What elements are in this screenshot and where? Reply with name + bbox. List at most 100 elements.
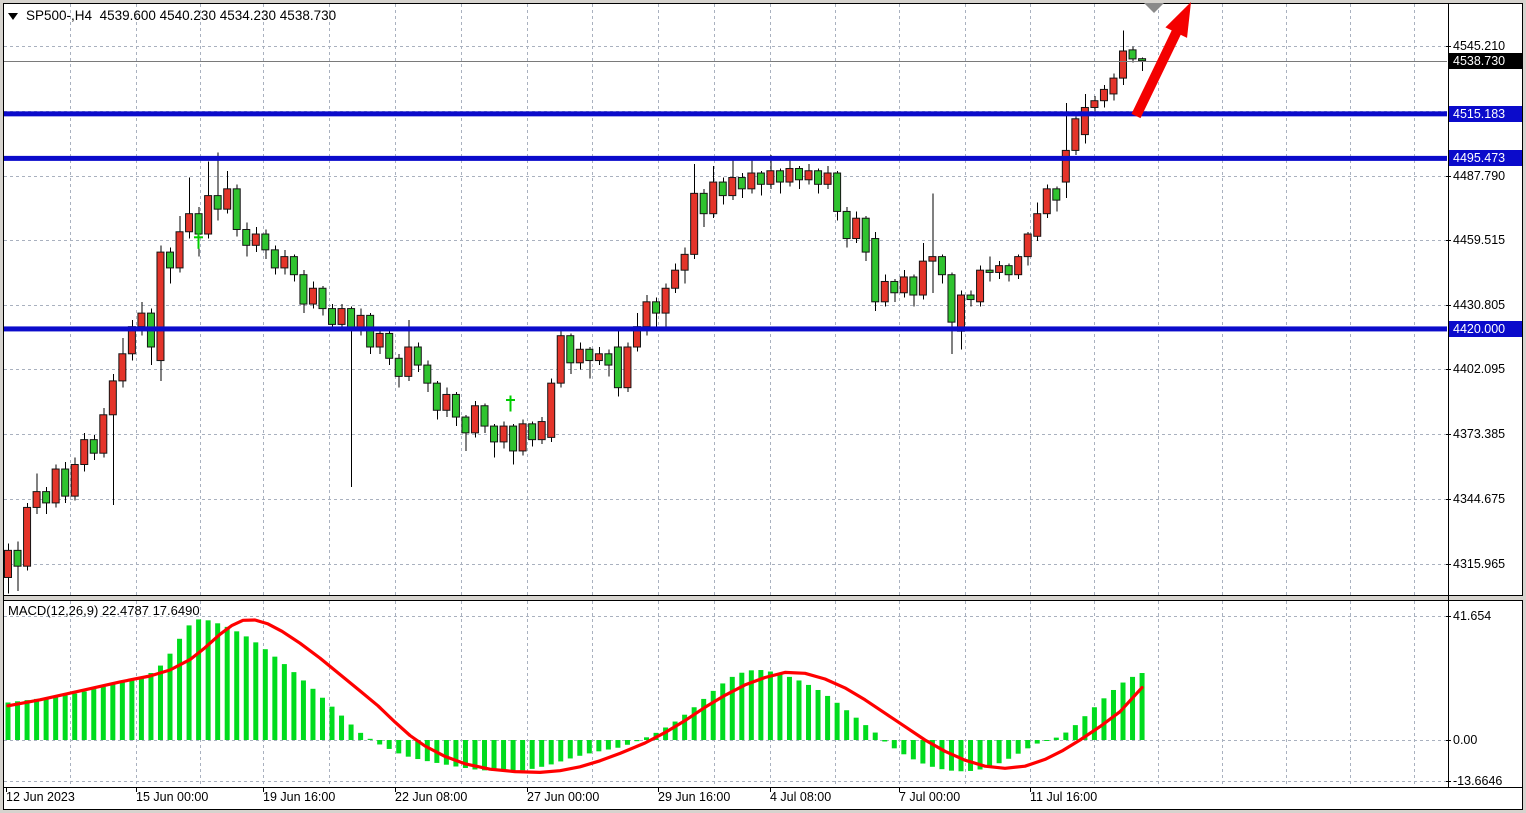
candle-bullish: [51, 468, 60, 504]
candle-bearish: [270, 249, 279, 269]
time-tick-label: 27 Jun 00:00: [527, 790, 600, 804]
macd-histogram-bar: [177, 638, 183, 740]
macd-histogram-bar: [567, 740, 573, 759]
macd-histogram-bar: [396, 740, 402, 754]
candle-bearish: [566, 335, 575, 364]
level-price-box[interactable]: 4515.183: [1449, 106, 1522, 122]
candle-bullish: [537, 421, 546, 441]
macd-histogram-bar: [348, 724, 354, 740]
macd-histogram-bar: [539, 740, 545, 767]
candle-bullish: [1061, 149, 1070, 183]
candle-bullish: [23, 506, 32, 567]
candle-bearish: [1052, 188, 1061, 201]
candle-bearish: [833, 172, 842, 212]
candle-bullish: [547, 382, 556, 438]
candle-bullish: [680, 253, 689, 271]
candle-bullish: [623, 346, 632, 389]
symbol-period-label: SP500-,H4: [26, 8, 93, 23]
macd-histogram-bar: [339, 715, 345, 740]
macd-histogram-bar: [167, 653, 173, 740]
candle-bearish: [413, 346, 422, 366]
macd-histogram-bar: [501, 740, 507, 772]
candle-bullish: [99, 414, 108, 454]
macd-histogram-bar: [548, 740, 554, 765]
candle-bearish: [432, 382, 441, 411]
candle-bearish: [794, 167, 803, 181]
macd-histogram-bar: [53, 696, 59, 740]
candle-bearish: [871, 238, 880, 303]
support-resistance-line[interactable]: [4, 326, 1447, 332]
time-axis-tick: [527, 788, 528, 792]
macd-histogram-bar: [1025, 740, 1031, 749]
candle-bullish: [1023, 233, 1032, 258]
candle-bullish: [108, 380, 117, 416]
price-tick-label: 4430.805: [1453, 298, 1506, 312]
candle-bullish: [594, 353, 603, 362]
macd-histogram-bar: [272, 656, 278, 740]
candle-bullish: [1119, 50, 1128, 79]
level-price-box[interactable]: 4495.473: [1449, 150, 1522, 166]
macd-histogram-bar: [291, 672, 297, 740]
candle-bullish: [852, 217, 861, 240]
macd-histogram-bar: [234, 631, 240, 740]
macd-histogram-bar: [806, 684, 812, 740]
scroll-to-end-marker-icon[interactable]: [1144, 3, 1164, 13]
support-resistance-line[interactable]: [4, 111, 1447, 117]
candle-bullish: [137, 312, 146, 328]
candle-bullish: [337, 308, 346, 325]
macd-histogram-bar: [281, 664, 287, 740]
macd-histogram-bar: [186, 625, 192, 740]
macd-histogram-bar: [1139, 673, 1145, 740]
macd-histogram-bar: [701, 698, 707, 740]
candle-bullish: [823, 172, 832, 185]
time-axis-tick: [899, 788, 900, 792]
quote-low: 4534.230: [219, 8, 277, 23]
macd-histogram-bar: [863, 725, 869, 740]
candle-bullish: [995, 265, 1004, 273]
candle-bearish: [42, 491, 51, 504]
time-tick-label: 29 Jun 16:00: [658, 790, 731, 804]
price-axis-tick: [1446, 240, 1451, 241]
macd-tick-label: 41.654: [1453, 609, 1492, 623]
macd-histogram-bar: [196, 619, 202, 740]
candle-bearish: [1004, 265, 1013, 276]
candle-bearish: [1138, 58, 1147, 62]
candle-bullish: [470, 405, 479, 434]
macd-name: MACD(12,26,9): [8, 603, 99, 618]
macd-histogram-bar: [586, 740, 592, 754]
candle-bearish: [318, 287, 327, 310]
support-resistance-line[interactable]: [4, 155, 1447, 161]
candle-bullish: [156, 251, 165, 362]
candle-bullish: [575, 348, 584, 364]
macd-histogram-bar: [1072, 725, 1078, 740]
time-axis-tick: [658, 788, 659, 792]
macd-value: 22.4787: [101, 603, 149, 618]
current-price-box: 4538.730: [1449, 53, 1522, 69]
trend-arrow[interactable]: [1131, 25, 1184, 119]
candle-bearish: [451, 393, 460, 418]
macd-histogram-bar: [157, 665, 163, 740]
candle-bullish: [899, 276, 908, 294]
macd-histogram-bar: [1015, 740, 1021, 754]
macd-histogram-bar: [729, 676, 735, 740]
panel-separator[interactable]: [4, 596, 1523, 600]
time-tick-label: 12 Jun 2023: [6, 790, 75, 804]
candle-bullish: [442, 393, 451, 411]
macd-histogram-bar: [644, 737, 650, 740]
candle-bullish: [32, 491, 41, 508]
level-price-box[interactable]: 4420.000: [1449, 321, 1522, 337]
candle-bullish: [1014, 256, 1023, 276]
time-tick-label: 11 Jul 16:00: [1030, 790, 1098, 804]
candle-bullish: [976, 269, 985, 303]
candle-bullish: [175, 231, 184, 269]
candle-bullish: [661, 287, 670, 314]
price-tick-label: 4315.965: [1453, 557, 1506, 571]
candle-bearish: [890, 280, 899, 294]
macd-histogram-bar: [891, 740, 897, 749]
macd-histogram-bar: [510, 740, 516, 772]
candle-bullish: [747, 172, 756, 190]
price-tick-label: 4373.385: [1453, 427, 1506, 441]
candle-bearish: [775, 170, 784, 183]
trend-arrow-head[interactable]: [1165, 2, 1191, 38]
